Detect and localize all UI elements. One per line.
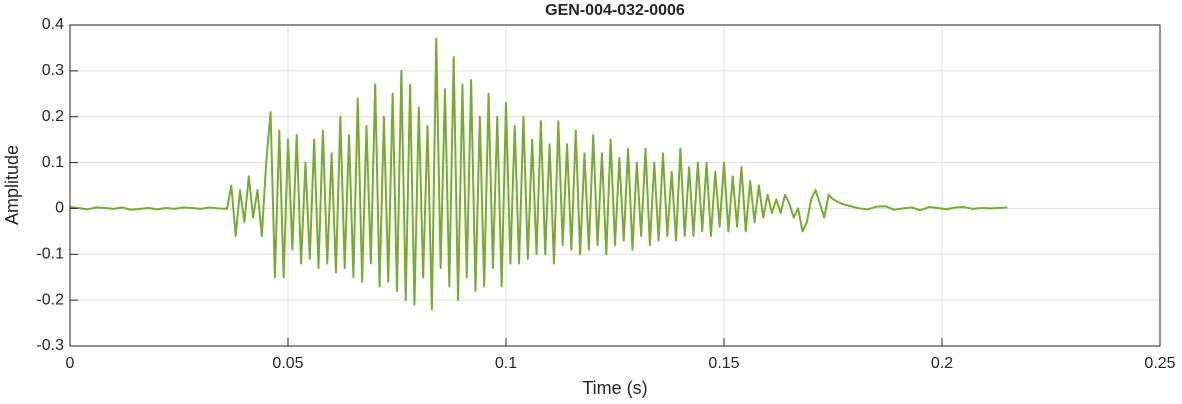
x-tick-label: 0.15 (708, 355, 739, 372)
x-tick-label: 0.2 (931, 355, 953, 372)
y-tick-label: -0.3 (36, 337, 64, 354)
x-tick-label: 0.1 (495, 355, 517, 372)
plot-area (70, 25, 1160, 346)
y-tick-label: 0.3 (42, 62, 64, 79)
x-tick-label: 0.05 (272, 355, 303, 372)
marks (69, 37, 1008, 311)
x-axis-label: Time (s) (582, 378, 647, 398)
y-tick-label: -0.1 (36, 246, 64, 263)
y-tick-label: 0.2 (42, 108, 64, 125)
x-tick-label: 0 (66, 355, 75, 372)
chart-title: GEN-004-032-0006 (545, 2, 685, 19)
ticks: 0 0.05 0.1 0.15 0.2 0.25 -0.3 -0.2 -0.1 0 0.1 0.2 0.… (36, 16, 1175, 372)
waveform-line (69, 37, 1008, 311)
y-tick-label: 0 (55, 200, 64, 217)
x-tick-label: 0.25 (1144, 355, 1175, 372)
y-tick-label: 0.1 (42, 154, 64, 171)
y-tick-label: -0.2 (36, 291, 64, 308)
y-tick-label: 0.4 (42, 16, 64, 33)
axes-box (69, 24, 1161, 347)
y-axis-label: Amplitude (2, 145, 22, 225)
